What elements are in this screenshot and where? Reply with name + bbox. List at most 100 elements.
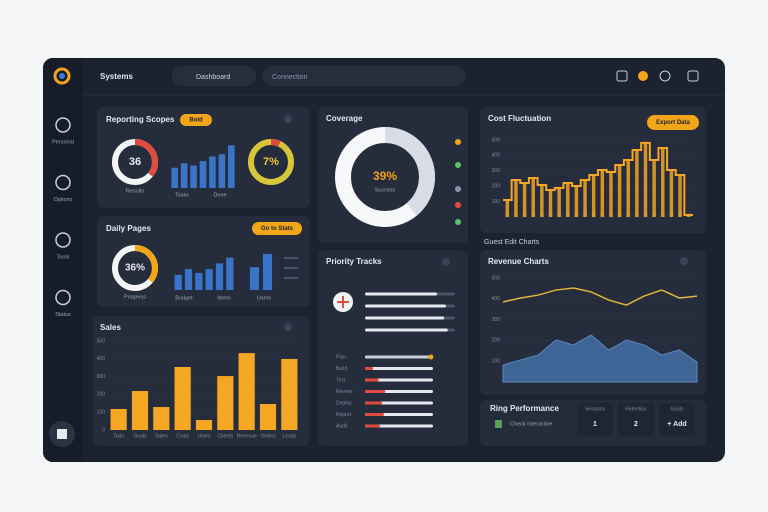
logo[interactable] — [53, 67, 71, 85]
panel-title: Coverage — [326, 114, 363, 123]
donut-value: 36% — [125, 263, 145, 274]
bar-label: Done — [213, 192, 226, 198]
row-label: Test — [336, 377, 346, 383]
tab[interactable] — [172, 66, 256, 86]
icon-settings[interactable] — [687, 70, 699, 82]
step-bar — [557, 188, 561, 217]
stat-card[interactable] — [659, 403, 695, 436]
sidebar-icon[interactable] — [55, 174, 71, 191]
stat-value: + Add — [667, 421, 686, 428]
step-bar — [600, 170, 605, 217]
sidebar-icon[interactable] — [55, 289, 71, 306]
row-label: Check Interactive — [510, 421, 553, 427]
progress-bar — [365, 304, 446, 308]
bar-label: Items — [217, 295, 231, 301]
stat-label: Sessions — [585, 406, 606, 412]
badge[interactable] — [180, 114, 212, 126]
progress-bar — [365, 328, 448, 332]
tab-label: Dashboard — [196, 74, 230, 81]
icon-notify[interactable] — [638, 71, 648, 81]
icon-clock[interactable] — [659, 70, 671, 82]
bar[interactable] — [238, 353, 255, 430]
row-label: Plan — [336, 354, 346, 360]
sidebar — [43, 58, 83, 462]
bar — [226, 257, 234, 290]
y-tick-label: 400 — [492, 153, 501, 159]
menu[interactable] — [442, 258, 450, 266]
donut-value: 7% — [263, 156, 279, 168]
sidebar-icon[interactable] — [55, 117, 71, 133]
step-bar — [686, 214, 691, 217]
y-tick-label: 200 — [492, 184, 501, 190]
donut-caption: Progress — [124, 294, 146, 300]
bar — [190, 165, 197, 188]
x-tick-label: Clients — [218, 433, 234, 439]
y-tick-label: 200 — [97, 392, 106, 398]
dot — [455, 186, 461, 192]
search-box[interactable] — [262, 66, 466, 86]
stat-value: 2 — [634, 421, 638, 428]
bar — [195, 272, 203, 290]
x-tick-label: Todo — [113, 433, 124, 439]
row-label: Build — [336, 366, 347, 372]
bar[interactable] — [281, 358, 298, 430]
bar-label: Budget — [175, 295, 193, 301]
y-tick-label: 400 — [97, 356, 106, 362]
bar[interactable] — [131, 391, 149, 430]
sidebar-label: Tools — [57, 254, 70, 260]
x-tick-label: Sales — [155, 433, 168, 439]
bar[interactable] — [174, 366, 191, 430]
progress-bar — [365, 316, 445, 320]
step-bar — [669, 170, 674, 217]
logo-dot — [59, 73, 65, 79]
badge[interactable] — [252, 222, 302, 235]
bar[interactable] — [153, 407, 170, 430]
row-label: Report — [336, 412, 352, 418]
step-bar — [643, 142, 648, 217]
y-tick-label: 500 — [97, 338, 106, 344]
progress-bar — [365, 292, 437, 296]
bar — [262, 253, 273, 290]
badge[interactable] — [647, 115, 699, 130]
progress-bar — [365, 424, 380, 428]
y-tick-label: 500 — [492, 137, 501, 143]
bar[interactable] — [259, 404, 277, 430]
bar — [227, 145, 235, 188]
bar[interactable] — [217, 376, 234, 430]
y-tick-label: 300 — [492, 168, 501, 174]
badge-label: Export Data — [656, 120, 690, 126]
sidebar-icon[interactable] — [55, 232, 71, 248]
menu[interactable] — [284, 115, 292, 123]
step-bar — [591, 174, 596, 217]
step-bar — [548, 190, 553, 217]
sidebar-label: Status — [55, 312, 71, 318]
progress-bar — [365, 355, 430, 359]
icon-home[interactable] — [616, 70, 628, 82]
donut-arc — [335, 127, 435, 227]
bar — [218, 154, 226, 188]
bar[interactable] — [110, 408, 127, 430]
step-bar — [609, 172, 613, 217]
sidebar-label: Personal — [52, 139, 74, 145]
donut-caption: Results — [126, 188, 145, 194]
menu[interactable] — [284, 323, 292, 331]
stat-card[interactable] — [618, 403, 654, 436]
menu[interactable] — [680, 257, 688, 265]
panel-title: Cost Fluctuation — [488, 114, 551, 123]
donut-arc — [248, 139, 294, 185]
bar[interactable] — [195, 420, 213, 430]
step-bar — [566, 182, 570, 217]
stat-card[interactable] — [577, 403, 613, 436]
donut-caption: Success — [375, 187, 396, 193]
dot — [455, 202, 461, 208]
panel — [318, 250, 468, 446]
panel — [97, 107, 310, 208]
y-tick-label: 300 — [492, 317, 501, 323]
step-bar — [522, 182, 527, 217]
y-tick-label: 0 — [102, 427, 105, 433]
sidebar-label: Options — [54, 197, 73, 203]
panel-title: Revenue Charts — [488, 257, 549, 266]
step-bar — [617, 164, 622, 217]
